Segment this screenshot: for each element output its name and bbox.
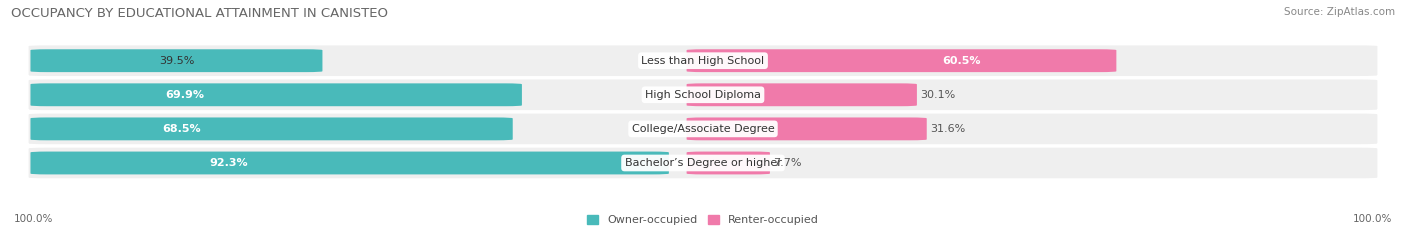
Text: 39.5%: 39.5%	[159, 56, 194, 66]
Text: 30.1%: 30.1%	[920, 90, 956, 100]
Text: 31.6%: 31.6%	[929, 124, 966, 134]
FancyBboxPatch shape	[686, 151, 770, 175]
FancyBboxPatch shape	[31, 117, 513, 140]
FancyBboxPatch shape	[686, 49, 1116, 72]
Text: Less than High School: Less than High School	[641, 56, 765, 66]
FancyBboxPatch shape	[27, 146, 1379, 180]
Text: 100.0%: 100.0%	[14, 214, 53, 224]
Text: OCCUPANCY BY EDUCATIONAL ATTAINMENT IN CANISTEO: OCCUPANCY BY EDUCATIONAL ATTAINMENT IN C…	[11, 7, 388, 20]
Text: 68.5%: 68.5%	[162, 124, 201, 134]
Text: High School Diploma: High School Diploma	[645, 90, 761, 100]
FancyBboxPatch shape	[27, 44, 1379, 77]
FancyBboxPatch shape	[27, 78, 1379, 112]
Text: 7.7%: 7.7%	[773, 158, 801, 168]
FancyBboxPatch shape	[686, 117, 927, 140]
Text: 100.0%: 100.0%	[1353, 214, 1392, 224]
FancyBboxPatch shape	[27, 112, 1379, 146]
FancyBboxPatch shape	[31, 49, 322, 72]
Legend: Owner-occupied, Renter-occupied: Owner-occupied, Renter-occupied	[586, 215, 820, 225]
FancyBboxPatch shape	[31, 151, 669, 175]
FancyBboxPatch shape	[686, 83, 917, 106]
Text: 92.3%: 92.3%	[209, 158, 247, 168]
Text: College/Associate Degree: College/Associate Degree	[631, 124, 775, 134]
Text: 69.9%: 69.9%	[165, 90, 204, 100]
Text: Source: ZipAtlas.com: Source: ZipAtlas.com	[1284, 7, 1395, 17]
FancyBboxPatch shape	[31, 83, 522, 106]
Text: 60.5%: 60.5%	[942, 56, 980, 66]
Text: Bachelor’s Degree or higher: Bachelor’s Degree or higher	[624, 158, 782, 168]
